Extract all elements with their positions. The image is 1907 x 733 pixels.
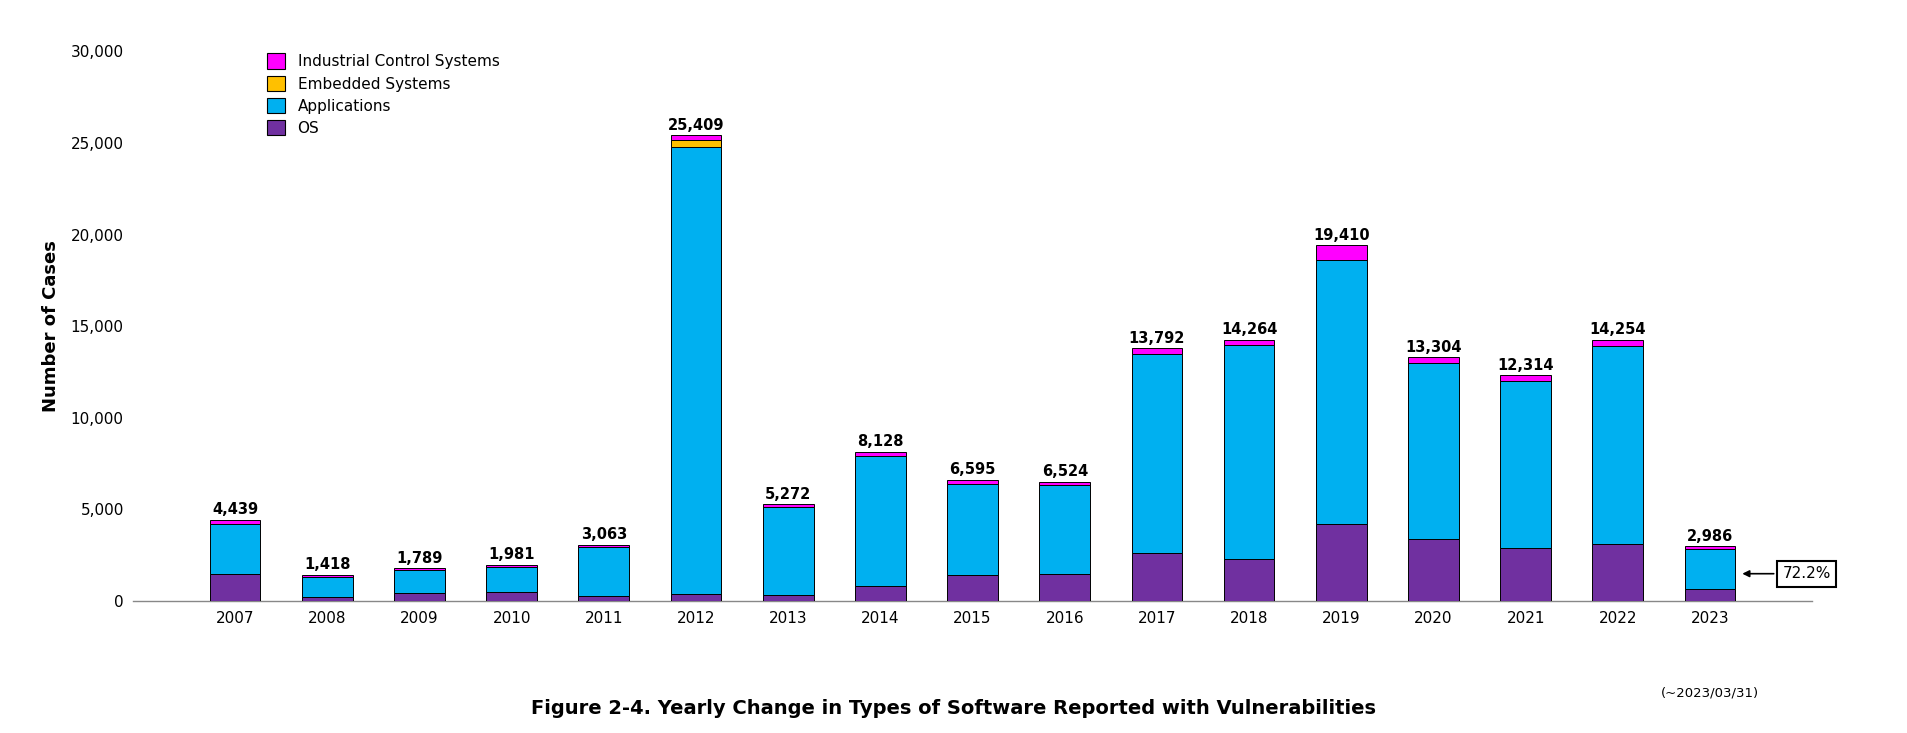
Bar — [1224, 345, 1274, 559]
Text: Figure 2-4. Yearly Change in Types of Software Reported with Vulnerabilities: Figure 2-4. Yearly Change in Types of So… — [530, 699, 1377, 718]
Bar — [671, 140, 721, 147]
Text: 72.2%: 72.2% — [1745, 566, 1831, 581]
Bar — [578, 547, 629, 597]
Text: 1,981: 1,981 — [488, 547, 536, 562]
Bar — [1224, 559, 1274, 601]
Bar — [301, 597, 353, 601]
Bar — [486, 564, 538, 567]
Bar — [671, 136, 721, 140]
Bar — [1407, 357, 1459, 363]
Bar — [1407, 363, 1459, 539]
Text: 25,409: 25,409 — [667, 118, 725, 133]
Text: 13,304: 13,304 — [1405, 339, 1463, 355]
Bar — [486, 592, 538, 601]
Text: 13,792: 13,792 — [1129, 331, 1184, 345]
Bar — [1131, 353, 1182, 553]
Text: 12,314: 12,314 — [1497, 358, 1554, 372]
Y-axis label: Number of Cases: Number of Cases — [42, 240, 59, 412]
Text: 1,418: 1,418 — [303, 557, 351, 572]
Bar — [210, 524, 261, 573]
Bar — [763, 594, 814, 601]
Bar — [948, 480, 997, 484]
Bar — [1039, 482, 1091, 485]
Bar — [1224, 339, 1274, 345]
Bar — [671, 594, 721, 601]
Text: 5,272: 5,272 — [765, 487, 810, 501]
Legend: Industrial Control Systems, Embedded Systems, Applications, OS: Industrial Control Systems, Embedded Sys… — [267, 54, 500, 136]
Bar — [854, 452, 906, 456]
Bar — [1592, 346, 1644, 544]
Bar — [1316, 260, 1367, 524]
Bar — [1039, 485, 1091, 573]
Bar — [1039, 573, 1091, 601]
Bar — [578, 597, 629, 601]
Bar — [1131, 553, 1182, 601]
Bar — [395, 570, 444, 593]
Bar — [1684, 589, 1735, 601]
Bar — [1501, 548, 1550, 601]
Bar — [210, 573, 261, 601]
Bar — [948, 484, 997, 575]
Bar — [301, 575, 353, 578]
Text: 19,410: 19,410 — [1314, 228, 1369, 243]
Bar — [1407, 539, 1459, 601]
Text: (~2023/03/31): (~2023/03/31) — [1661, 686, 1758, 699]
Bar — [486, 567, 538, 592]
Bar — [395, 568, 444, 570]
Text: 6,524: 6,524 — [1041, 464, 1087, 479]
Bar — [578, 545, 629, 547]
Bar — [763, 504, 814, 507]
Bar — [1316, 524, 1367, 601]
Text: 14,254: 14,254 — [1590, 322, 1646, 337]
Bar — [948, 575, 997, 601]
Bar — [1592, 544, 1644, 601]
Text: 4,439: 4,439 — [212, 502, 257, 517]
Bar — [1592, 340, 1644, 346]
Bar — [1316, 246, 1367, 260]
Text: 6,595: 6,595 — [950, 463, 995, 477]
Bar — [301, 578, 353, 597]
Bar — [1131, 348, 1182, 353]
Bar — [1501, 375, 1550, 381]
Bar — [854, 586, 906, 601]
Text: 14,264: 14,264 — [1220, 322, 1278, 337]
Bar — [1501, 381, 1550, 548]
Bar — [763, 507, 814, 594]
Bar — [210, 520, 261, 524]
Bar — [854, 456, 906, 586]
Bar — [1684, 546, 1735, 549]
Text: 3,063: 3,063 — [582, 527, 627, 542]
Bar — [671, 147, 721, 594]
Text: 8,128: 8,128 — [856, 435, 904, 449]
Text: 2,986: 2,986 — [1688, 528, 1733, 544]
Bar — [395, 593, 444, 601]
Text: 1,789: 1,789 — [397, 550, 442, 566]
Bar — [1684, 549, 1735, 589]
